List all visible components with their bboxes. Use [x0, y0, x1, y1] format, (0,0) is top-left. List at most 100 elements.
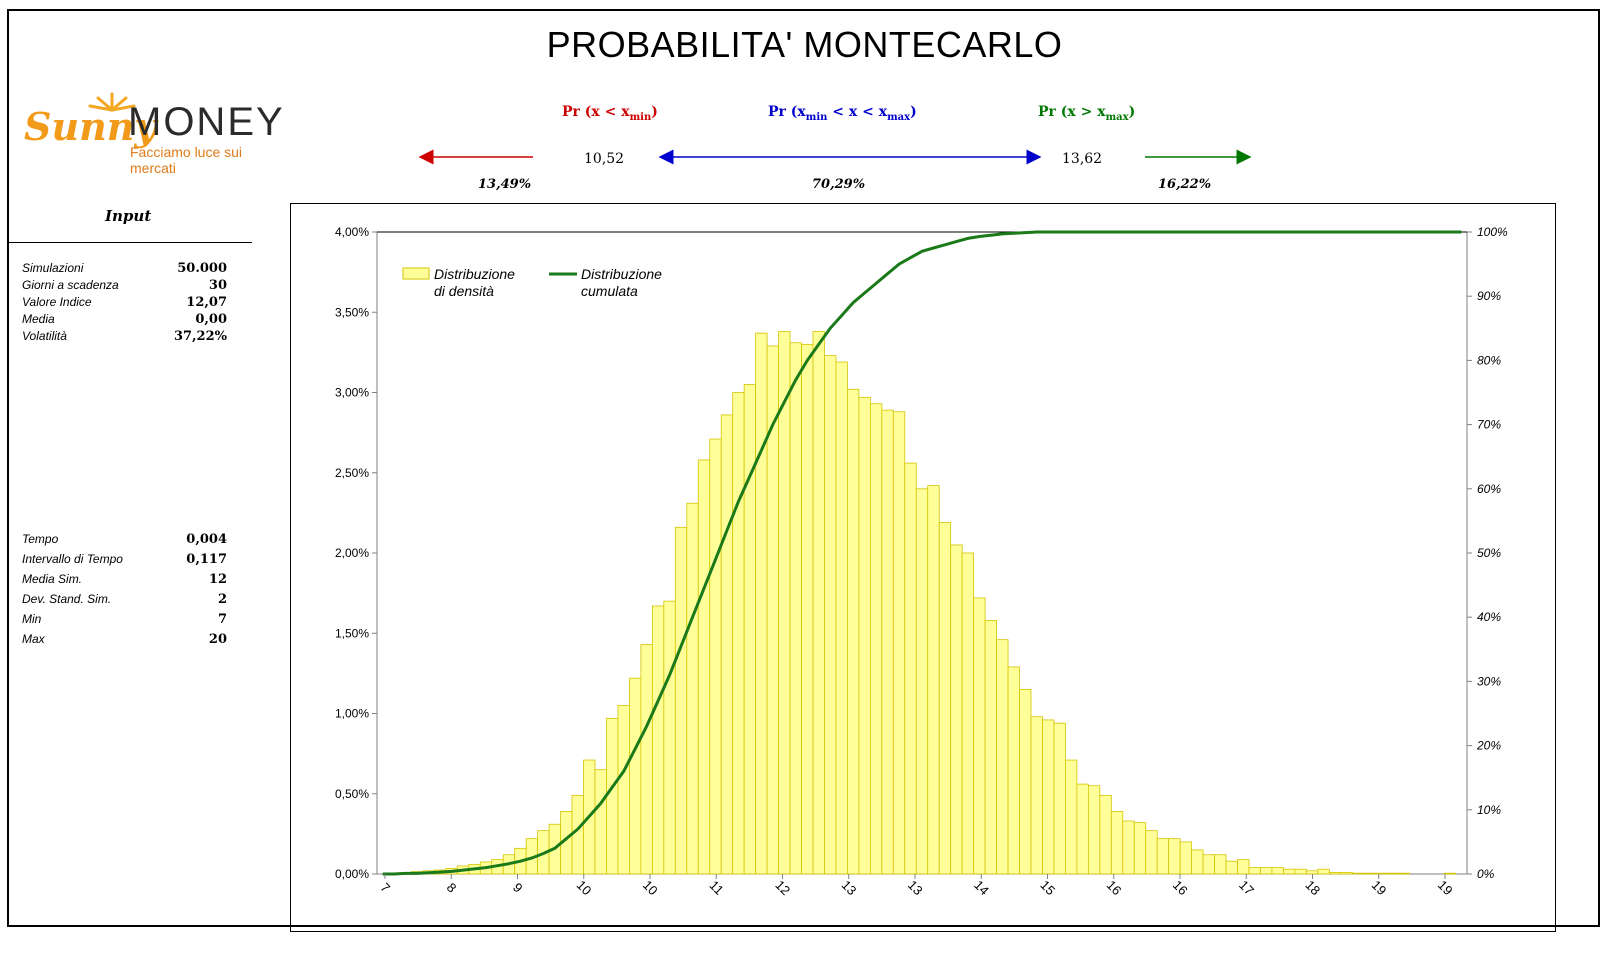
x-tick-label: 10 — [640, 877, 661, 898]
chart-frame — [290, 203, 1556, 932]
density-bar — [606, 717, 619, 875]
density-bar — [663, 600, 676, 875]
x-tick-label: 9 — [510, 880, 526, 896]
input-row-value: 2 — [217, 592, 227, 607]
density-bar — [1305, 870, 1319, 875]
logo-tagline: Facciamo luce sui mercati — [130, 144, 243, 176]
density-bar — [1363, 872, 1376, 875]
density-bar — [1110, 811, 1124, 875]
density-bar — [1283, 868, 1296, 875]
density-bar — [1317, 868, 1330, 875]
y-right-tick-label: 70% — [1477, 418, 1501, 432]
pr-mid-text: Pr (x — [768, 104, 806, 120]
input-row: Max 20 — [22, 632, 227, 649]
y-right-tick-label: 80% — [1477, 353, 1501, 367]
density-bar — [594, 769, 607, 875]
y-left-tick-label: 0,50% — [335, 787, 369, 801]
density-bar — [1328, 871, 1342, 875]
input-row: Media Sim. 12 — [22, 572, 227, 589]
density-bar — [1087, 785, 1101, 875]
y-right-tick-label: 10% — [1477, 803, 1501, 817]
logo-money-text: MONEY — [128, 100, 285, 144]
pr-mid-label: Pr (xmin < x < xmax) — [768, 104, 917, 123]
density-bar — [1294, 868, 1307, 875]
input-row: Volatilità 37,22% — [22, 329, 227, 346]
y-right-tick-label: 40% — [1477, 610, 1501, 624]
logo-sunny-text: Sunny — [24, 104, 157, 149]
y-left-tick-label: 1,50% — [335, 626, 369, 640]
x-tick-label: 19 — [1435, 877, 1456, 898]
input-row: Intervallo di Tempo 0,117 — [22, 552, 227, 569]
legend-density-swatch — [402, 267, 430, 280]
density-bar — [950, 544, 963, 875]
input-row-label: Dev. Stand. Sim. — [22, 592, 112, 606]
x-tick-label: 15 — [1037, 877, 1058, 898]
density-bar — [1076, 783, 1089, 875]
pr-right-sub: max — [1105, 111, 1129, 123]
density-bar — [1248, 867, 1261, 875]
y-right-tick-label: 60% — [1477, 482, 1501, 496]
input-row: Valore Indice 12,07 — [22, 295, 227, 312]
input-row-value: 7 — [217, 612, 227, 627]
density-bar — [640, 644, 653, 875]
pr-mid-sub2: max — [887, 111, 911, 123]
density-bar — [1351, 872, 1365, 875]
density-bar — [892, 411, 906, 875]
legend-cumulative-label: cumulata — [581, 283, 638, 299]
density-bar — [1202, 854, 1215, 875]
y-right-tick-label: 100% — [1477, 225, 1508, 239]
density-bar — [674, 526, 688, 875]
input-row-label: Max — [22, 632, 45, 646]
input-title: Input — [105, 207, 152, 225]
density-bar — [835, 361, 848, 875]
pct-left: 13,49% — [478, 177, 532, 192]
input-row-value: 12 — [208, 572, 227, 587]
input-row-value: 30 — [208, 278, 227, 293]
density-bar — [697, 459, 711, 875]
density-bar — [1374, 872, 1388, 875]
density-bar — [1397, 872, 1411, 875]
x-tick-label: 16 — [1104, 877, 1125, 898]
density-bar — [1019, 689, 1032, 875]
y-left-tick-label: 1,00% — [335, 707, 369, 721]
legend-density-label: Distribuzione — [434, 266, 515, 282]
density-bar — [847, 388, 860, 875]
x-tick-label: 11 — [707, 878, 727, 898]
density-bar — [1156, 838, 1170, 875]
density-bar — [904, 462, 917, 875]
density-bar — [1225, 860, 1238, 875]
pr-mid-sub1: min — [805, 111, 828, 123]
input-divider — [7, 242, 252, 243]
input-row-label: Media — [22, 312, 55, 326]
sunny-money-logo: Sunny MONEY Facciamo luce sui mercati — [24, 92, 285, 176]
pct-mid: 70,29% — [812, 177, 866, 192]
density-bar — [801, 343, 814, 875]
outer-frame — [7, 9, 1600, 927]
y-right-tick-label: 20% — [1476, 739, 1501, 753]
density-bar — [1133, 822, 1147, 875]
density-bar — [571, 794, 584, 875]
page-title: PROBABILITA' MONTECARLO — [546, 24, 1063, 65]
xmin-value: 10,52 — [584, 151, 625, 167]
density-bar — [1443, 872, 1456, 875]
input-row-value: 0,117 — [186, 552, 227, 567]
input-row: Tempo 0,004 — [22, 532, 227, 549]
density-bar — [927, 485, 940, 875]
input-row-value: 50.000 — [177, 261, 227, 276]
input-row-value: 0,004 — [186, 532, 227, 547]
density-bar — [1099, 794, 1112, 875]
x-tick-label: 12 — [772, 877, 793, 898]
input-row-label: Media Sim. — [22, 572, 83, 586]
input-row-label: Simulazioni — [22, 261, 84, 275]
input-row: Min 7 — [22, 612, 227, 629]
pr-left-close: ) — [651, 104, 658, 120]
density-bar — [1007, 666, 1020, 875]
input-row-label: Valore Indice — [22, 295, 92, 309]
density-bar — [812, 331, 825, 875]
y-left-tick-label: 2,50% — [335, 466, 369, 480]
x-tick-label: 7 — [377, 880, 393, 896]
density-bar — [1030, 716, 1043, 875]
density-bar — [938, 522, 952, 875]
input-row: Media 0,00 — [22, 312, 227, 329]
